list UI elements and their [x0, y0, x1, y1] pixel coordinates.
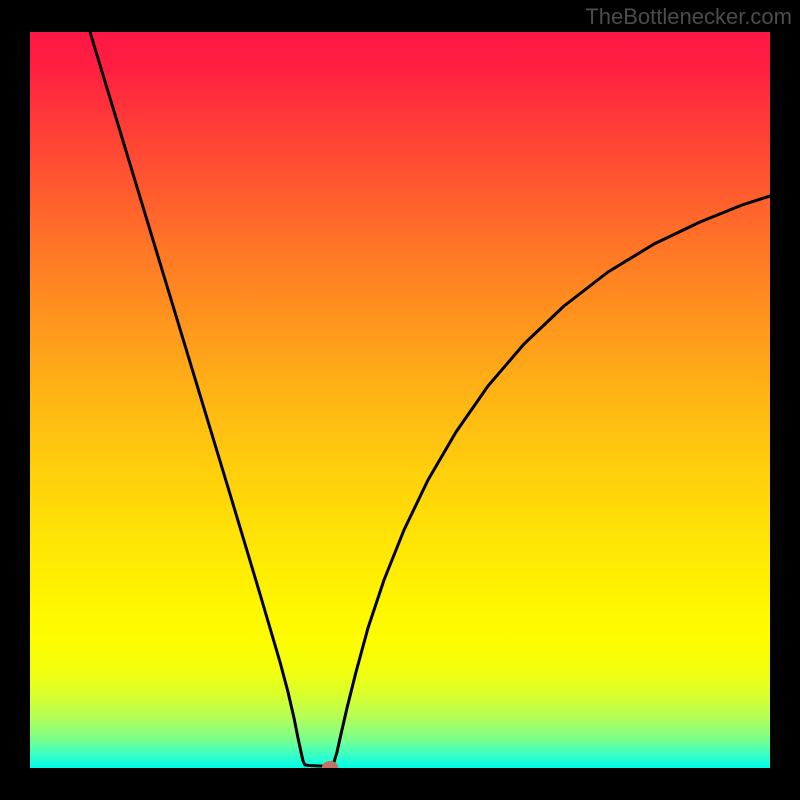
curve-left-segment — [90, 32, 332, 766]
watermark-text: TheBottlenecker.com — [585, 4, 792, 30]
optimum-marker — [322, 761, 338, 769]
curve-right-segment — [332, 196, 770, 766]
plot-area — [30, 32, 770, 768]
bottleneck-curve — [30, 32, 770, 768]
